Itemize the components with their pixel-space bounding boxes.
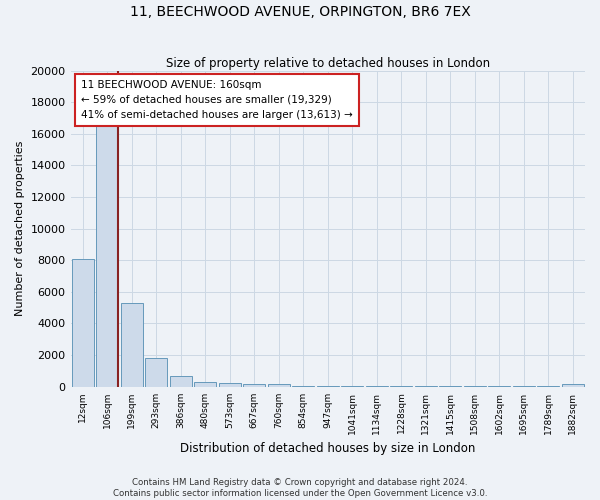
Text: 11, BEECHWOOD AVENUE, ORPINGTON, BR6 7EX: 11, BEECHWOOD AVENUE, ORPINGTON, BR6 7EX <box>130 5 470 19</box>
Bar <box>72 258 94 386</box>
Bar <box>194 382 217 386</box>
Y-axis label: Number of detached properties: Number of detached properties <box>15 141 25 316</box>
Bar <box>96 124 118 386</box>
Bar <box>170 376 192 386</box>
Text: Contains HM Land Registry data © Crown copyright and database right 2024.
Contai: Contains HM Land Registry data © Crown c… <box>113 478 487 498</box>
Bar <box>145 358 167 386</box>
Bar <box>562 384 584 386</box>
Title: Size of property relative to detached houses in London: Size of property relative to detached ho… <box>166 56 490 70</box>
Bar <box>243 384 265 386</box>
Bar <box>268 384 290 386</box>
X-axis label: Distribution of detached houses by size in London: Distribution of detached houses by size … <box>180 442 475 455</box>
Bar <box>219 382 241 386</box>
Text: 11 BEECHWOOD AVENUE: 160sqm
← 59% of detached houses are smaller (19,329)
41% of: 11 BEECHWOOD AVENUE: 160sqm ← 59% of det… <box>81 80 353 120</box>
Bar <box>121 303 143 386</box>
